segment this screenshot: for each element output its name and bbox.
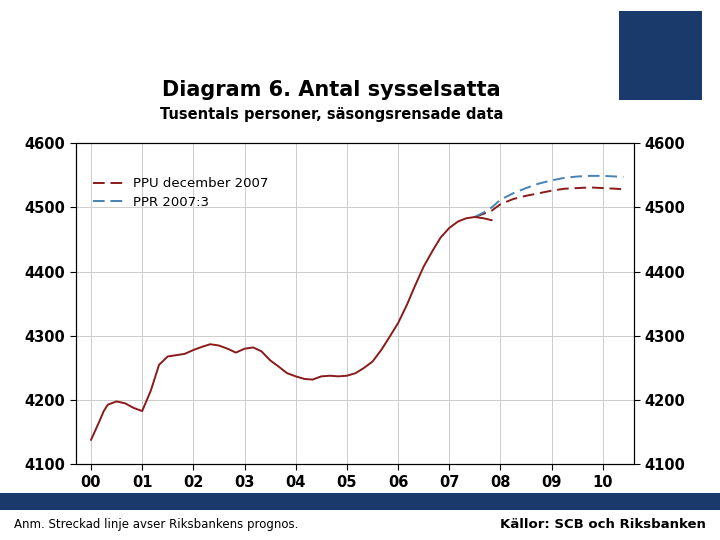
Text: Källor: SCB och Riksbanken: Källor: SCB och Riksbanken	[500, 518, 706, 531]
Text: Anm. Streckad linje avser Riksbankens prognos.: Anm. Streckad linje avser Riksbankens pr…	[14, 518, 299, 531]
Text: Tusentals personer, säsongsrensade data: Tusentals personer, säsongsrensade data	[160, 106, 503, 122]
Legend: PPU december 2007, PPR 2007:3: PPU december 2007, PPR 2007:3	[88, 172, 274, 214]
Text: Diagram 6. Antal sysselsatta: Diagram 6. Antal sysselsatta	[162, 80, 500, 100]
